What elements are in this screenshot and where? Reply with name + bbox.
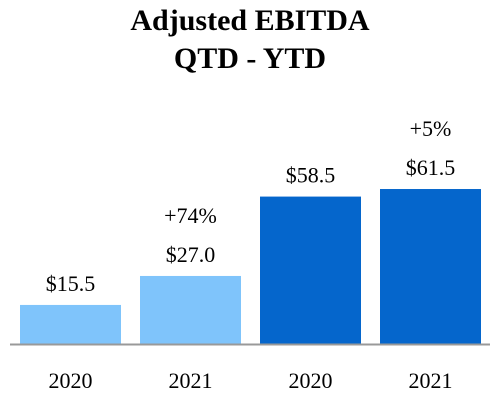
chart-subtitle: QTD - YTD [173, 42, 327, 75]
x-tick-label-3: 2021 [409, 368, 453, 393]
change-label-3: +5% [410, 116, 452, 141]
value-label-2: $58.5 [286, 163, 336, 188]
change-label-1: +74% [164, 203, 217, 228]
bar-2 [260, 196, 361, 344]
chart-title: Adjusted EBITDA [130, 4, 370, 37]
x-tick-label-1: 2021 [169, 368, 213, 393]
value-label-1: $27.0 [166, 242, 216, 267]
bar-3 [380, 189, 481, 344]
x-tick-label-2: 2020 [289, 368, 333, 393]
bar-0 [20, 304, 121, 344]
bar-1 [140, 275, 241, 344]
value-label-3: $61.5 [406, 155, 456, 180]
x-tick-label-0: 2020 [49, 368, 93, 393]
value-label-0: $15.5 [46, 271, 96, 296]
